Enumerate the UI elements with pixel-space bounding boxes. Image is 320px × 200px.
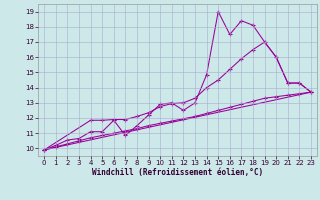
X-axis label: Windchill (Refroidissement éolien,°C): Windchill (Refroidissement éolien,°C) — [92, 168, 263, 177]
